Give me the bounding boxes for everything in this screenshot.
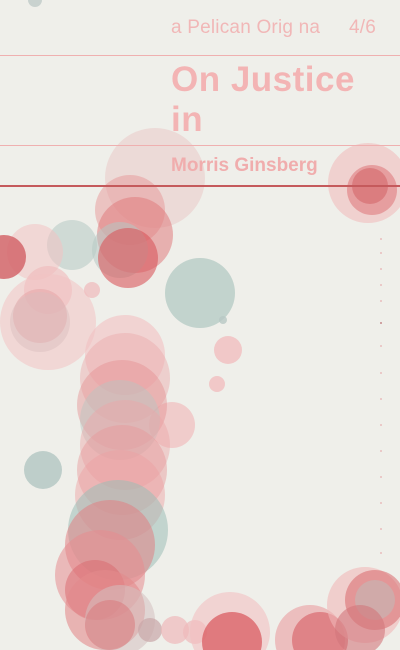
divider-top <box>0 55 400 56</box>
volume-number: 4/6 <box>348 17 376 38</box>
divider-bottom <box>0 185 400 187</box>
series-label: a Pelican Orig na <box>171 17 321 38</box>
book-author: Morris Ginsberg <box>171 155 318 176</box>
book-title: On Justice in <box>171 60 355 139</box>
divider-middle <box>0 145 400 146</box>
series-header: a Pelican Orig na 4/6 <box>171 17 376 39</box>
